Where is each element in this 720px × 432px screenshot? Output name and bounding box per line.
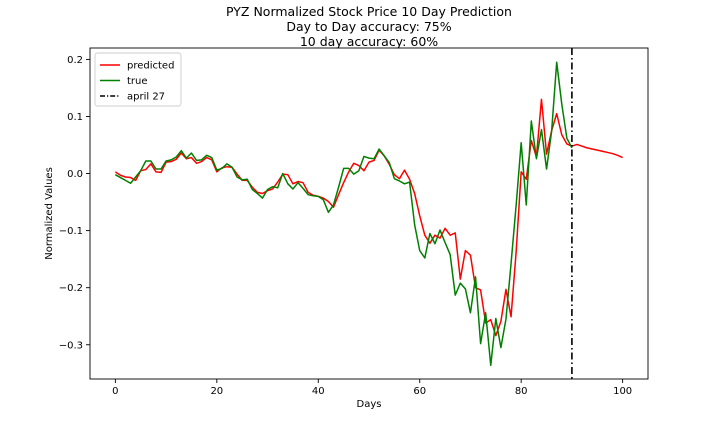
- legend-label-predicted: predicted: [127, 61, 174, 72]
- x-axis-label: Days: [357, 399, 382, 410]
- x-tick-label: 20: [210, 386, 223, 397]
- y-tick-label: 0.0: [67, 169, 83, 180]
- axes: 0 20 40 60 80 100 −0.3 −0.2 −0.1 0.0 0.1 0.2 Days Nor…: [44, 47, 649, 410]
- x-tick-label: 80: [515, 386, 528, 397]
- plot-frame: [89, 47, 649, 380]
- y-tick-label: 0.1: [67, 112, 83, 123]
- y-axis-label: Normalized Values: [44, 167, 55, 260]
- chart-title: PYZ Normalized Stock Price 10 Day Predic…: [226, 4, 512, 49]
- legend-box: [94, 52, 182, 107]
- series-layer: [114, 61, 623, 367]
- title-line-1: Day to Day accuracy: 75%: [286, 19, 451, 34]
- y-tick-label: 0.2: [67, 55, 83, 66]
- y-tick-label: −0.2: [59, 283, 83, 294]
- y-tick-label: −0.3: [59, 340, 83, 351]
- legend[interactable]: predicted true april 27: [94, 52, 182, 107]
- title-line-0: PYZ Normalized Stock Price 10 Day Predic…: [226, 4, 512, 19]
- series-line-true: [114, 61, 573, 367]
- legend-label-true: true: [127, 76, 148, 87]
- series-line-predicted: [114, 98, 623, 337]
- y-tick-label: −0.1: [59, 226, 83, 237]
- legend-label-april-27: april 27: [127, 92, 165, 103]
- x-tick-label: 100: [613, 386, 632, 397]
- x-tick-label: 0: [112, 386, 118, 397]
- x-tick-label: 60: [413, 386, 426, 397]
- x-tick-label: 40: [312, 386, 325, 397]
- title-line-2: 10 day accuracy: 60%: [300, 34, 438, 49]
